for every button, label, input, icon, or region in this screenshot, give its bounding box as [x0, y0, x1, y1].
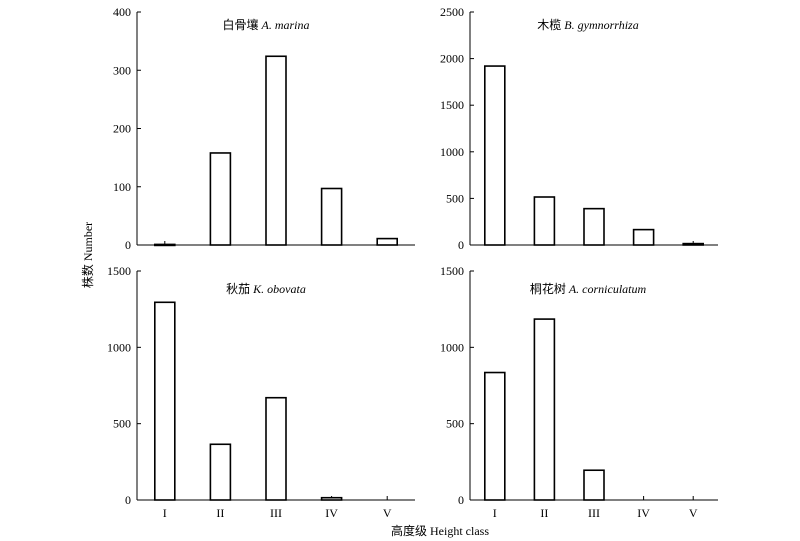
y-tick-label: 1000 [107, 340, 131, 354]
panel-title-species: B. gymnorrhiza [564, 18, 638, 32]
bar-I [483, 65, 506, 246]
y-tick-label: 0 [125, 493, 131, 507]
y-tick-label: 400 [113, 5, 131, 19]
bar-IV [320, 496, 343, 501]
bar-II [533, 196, 556, 246]
x-tick-label: IV [637, 506, 650, 520]
y-tick-label: 0 [458, 493, 464, 507]
x-tick-label: V [689, 506, 698, 520]
bar-V [682, 242, 705, 246]
bar-I [154, 243, 176, 247]
bar-III [583, 207, 605, 246]
y-tick-label: 2500 [440, 5, 464, 19]
y-tick-label: 300 [113, 63, 131, 77]
panel-title-species: K. obovata [252, 282, 306, 296]
bar-IV [320, 187, 343, 246]
bar-IV [632, 228, 655, 246]
y-axis-title: 株数 Number [80, 222, 95, 288]
y-tick-label: 1000 [440, 340, 464, 354]
x-tick-label: V [383, 506, 392, 520]
y-tick-label: 0 [458, 238, 464, 252]
panel-title-chinese: 秋茄 [226, 282, 253, 296]
y-tick-label: 2000 [440, 52, 464, 66]
y-tick-label: 1500 [440, 98, 464, 112]
y-tick-label: 1000 [440, 145, 464, 159]
y-tick-label: 100 [113, 180, 131, 194]
panel-title-chinese: 桐花树 [530, 281, 569, 296]
y-tick-label: 0 [125, 238, 131, 252]
bar-III [265, 396, 287, 501]
chart-panel-2: 0 500 1000 1500 2000 2500 木榄 B. gymnorrhiza [440, 5, 718, 252]
x-tick-label: II [216, 506, 224, 520]
panel-title-species: A. corniculatum [568, 282, 647, 296]
panel-title-species: A. marina [261, 18, 310, 32]
bar-II [209, 152, 232, 246]
bar-V [376, 237, 399, 246]
y-tick-label: 500 [446, 191, 464, 205]
x-tick-label: I [493, 506, 497, 520]
bar-II [209, 443, 232, 501]
chart-panels: 0 100 200 300 400 白骨壤 A. marina 0 500 1000 1500 20… [107, 5, 718, 520]
bar-I [154, 301, 176, 501]
y-tick-label: 500 [113, 417, 131, 431]
panel-title: 木榄 B. gymnorrhiza [537, 18, 638, 32]
x-tick-label: I [163, 506, 167, 520]
panel-title-chinese: 白骨壤 [222, 17, 261, 32]
y-tick-label: 200 [113, 122, 131, 136]
x-axis-title: 高度级 Height class [391, 523, 489, 538]
y-tick-label: 1500 [107, 264, 131, 278]
panel-title: 白骨壤 A. marina [222, 17, 309, 32]
panel-title-chinese: 木榄 [537, 18, 564, 32]
x-tick-label: III [588, 506, 600, 520]
x-tick-label: IV [325, 506, 338, 520]
panel-title: 桐花树 A. corniculatum [530, 281, 647, 296]
bar-III [265, 55, 287, 246]
bar-III [583, 469, 605, 501]
x-tick-label: III [270, 506, 282, 520]
bar-I [483, 371, 506, 501]
panel-title: 秋茄 K. obovata [226, 282, 306, 296]
y-tick-label: 500 [446, 417, 464, 431]
chart-panel-1: 0 100 200 300 400 白骨壤 A. marina [113, 5, 415, 252]
x-tick-label: II [540, 506, 548, 520]
y-tick-label: 1500 [440, 264, 464, 278]
bar-II [533, 318, 556, 501]
